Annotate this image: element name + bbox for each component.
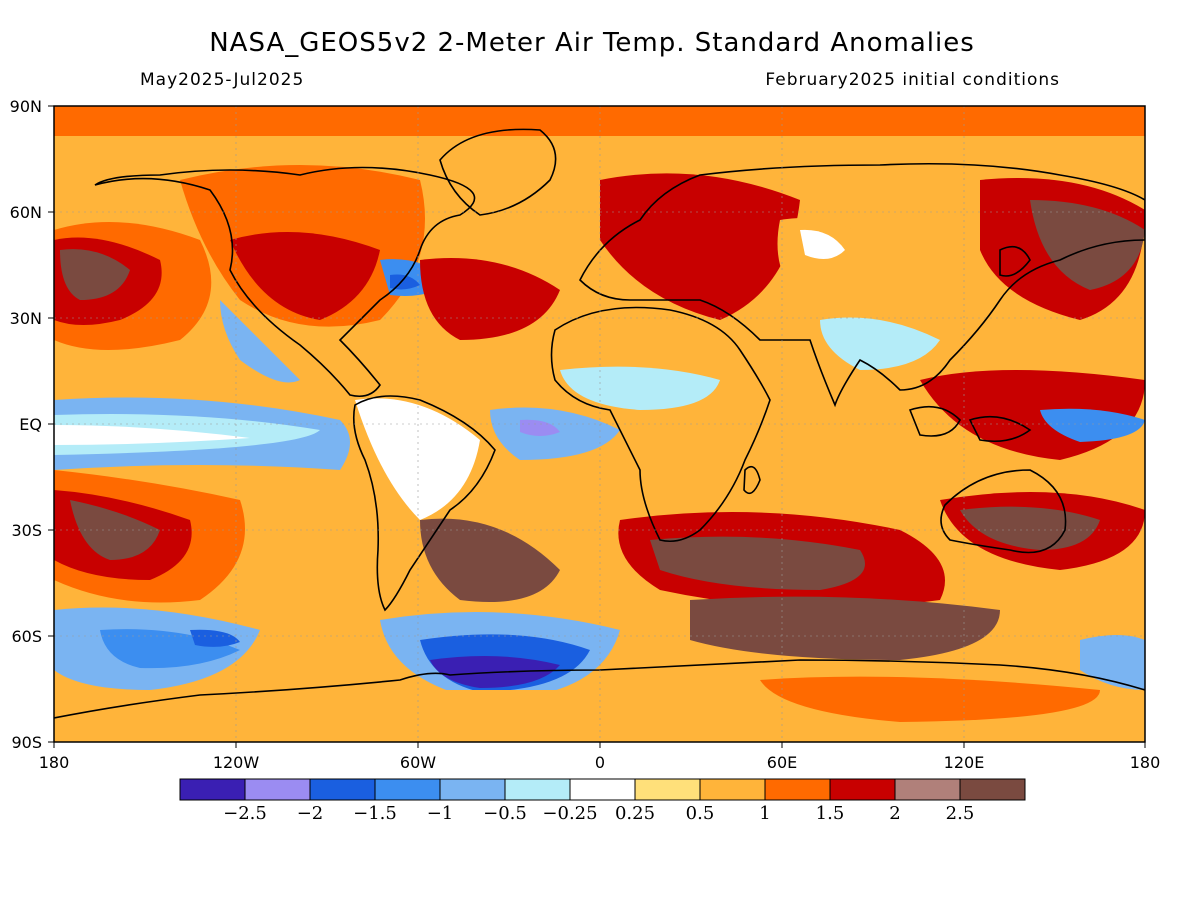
- lat-label-60n: 60N: [10, 203, 42, 222]
- tick-marks: [48, 105, 1146, 748]
- lon-label-60w: 60W: [400, 753, 436, 772]
- colorbar-swatch: [569, 778, 636, 801]
- colorbar-swatch: [699, 778, 766, 801]
- colorbar-label: 2.5: [946, 803, 975, 824]
- lon-label-0: 0: [595, 753, 605, 772]
- colorbar-label: 1.5: [816, 803, 845, 824]
- forecast-period: May2025-Jul2025: [140, 70, 305, 90]
- colorbar-label: −1.5: [353, 803, 397, 824]
- lon-label-180e: 180: [1130, 753, 1161, 772]
- colorbar-label: 0.25: [615, 803, 655, 824]
- colorbar-swatch: [894, 778, 961, 801]
- lat-label-eq: EQ: [19, 415, 42, 434]
- graticule: [54, 106, 1145, 742]
- colorbar-swatch: [504, 778, 571, 801]
- lat-label-30n: 30N: [10, 309, 42, 328]
- anomaly-field: [54, 106, 1145, 742]
- lat-label-30s: 30S: [11, 521, 42, 540]
- colorbar-swatch: [244, 778, 311, 801]
- colorbar-swatch: [374, 778, 441, 801]
- colorbar-swatch: [179, 778, 246, 801]
- colorbar-label: −1: [427, 803, 454, 824]
- latitude-labels: 90N 60N 30N EQ 30S 60S 90S: [10, 97, 42, 752]
- colorbar-swatch: [829, 778, 896, 801]
- coastlines: [54, 128, 1145, 719]
- lon-label-120w: 120W: [213, 753, 260, 772]
- colorbar: −2.5 −2 −1.5 −1 −0.5 −0.25 0.25 0.5 1 1.5 2 2.5: [179, 778, 1026, 824]
- colorbar-label: 2: [889, 803, 900, 824]
- lat-label-60s: 60S: [11, 627, 42, 646]
- lon-label-60e: 60E: [767, 753, 797, 772]
- longitude-labels: 180 120W 60W 0 60E 120E 180: [39, 753, 1161, 772]
- colorbar-swatch: [959, 778, 1026, 801]
- lat-label-90s: 90S: [11, 733, 42, 752]
- colorbar-label: −0.5: [483, 803, 527, 824]
- lon-label-120e: 120E: [944, 753, 985, 772]
- colorbar-label: 0.5: [686, 803, 715, 824]
- colorbar-label: 1: [759, 803, 770, 824]
- colorbar-label: −0.25: [542, 803, 597, 824]
- lon-label-180w: 180: [39, 753, 70, 772]
- colorbar-label: −2.5: [223, 803, 267, 824]
- colorbar-swatch: [439, 778, 506, 801]
- colorbar-label: −2: [297, 803, 324, 824]
- initial-conditions: February2025 initial conditions: [765, 70, 1060, 90]
- colorbar-swatch: [764, 778, 831, 801]
- colorbar-swatch: [309, 778, 376, 801]
- map-title: NASA_GEOS5v2 2-Meter Air Temp. Standard …: [209, 28, 975, 58]
- colorbar-swatch: [634, 778, 701, 801]
- lat-label-90n: 90N: [10, 97, 42, 116]
